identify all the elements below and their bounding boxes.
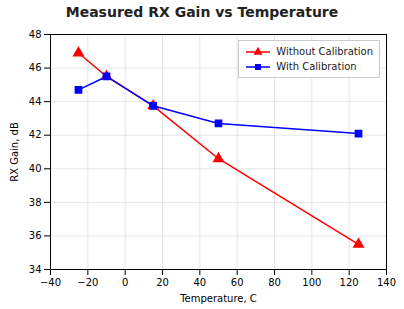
svg-text:36: 36: [29, 230, 42, 241]
svg-text:−40: −40: [40, 277, 61, 288]
svg-text:20: 20: [156, 277, 169, 288]
svg-text:60: 60: [231, 277, 244, 288]
svg-text:80: 80: [268, 277, 281, 288]
svg-text:48: 48: [29, 29, 42, 40]
html-text:With Calibration: With Calibration: [276, 61, 357, 72]
html-text:Measured RX Gain vs Temperatur: Measured RX Gain vs Temperature: [65, 4, 339, 20]
svg-text:40: 40: [29, 163, 42, 174]
svg-text:46: 46: [29, 62, 42, 73]
svg-text:100: 100: [302, 277, 321, 288]
svg-text:RX Gain, dB: RX Gain, dB: [9, 122, 20, 182]
svg-text:34: 34: [29, 264, 42, 275]
html-text:Without Calibration: Without Calibration: [276, 46, 373, 57]
svg-text:44: 44: [29, 96, 42, 107]
svg-text:42: 42: [29, 129, 42, 140]
svg-text:−20: −20: [77, 277, 98, 288]
svg-text:Temperature, C: Temperature, C: [179, 293, 257, 304]
svg-text:40: 40: [193, 277, 206, 288]
svg-text:0: 0: [122, 277, 128, 288]
svg-text:140: 140: [377, 277, 396, 288]
svg-text:120: 120: [340, 277, 359, 288]
svg-text:38: 38: [29, 197, 42, 208]
